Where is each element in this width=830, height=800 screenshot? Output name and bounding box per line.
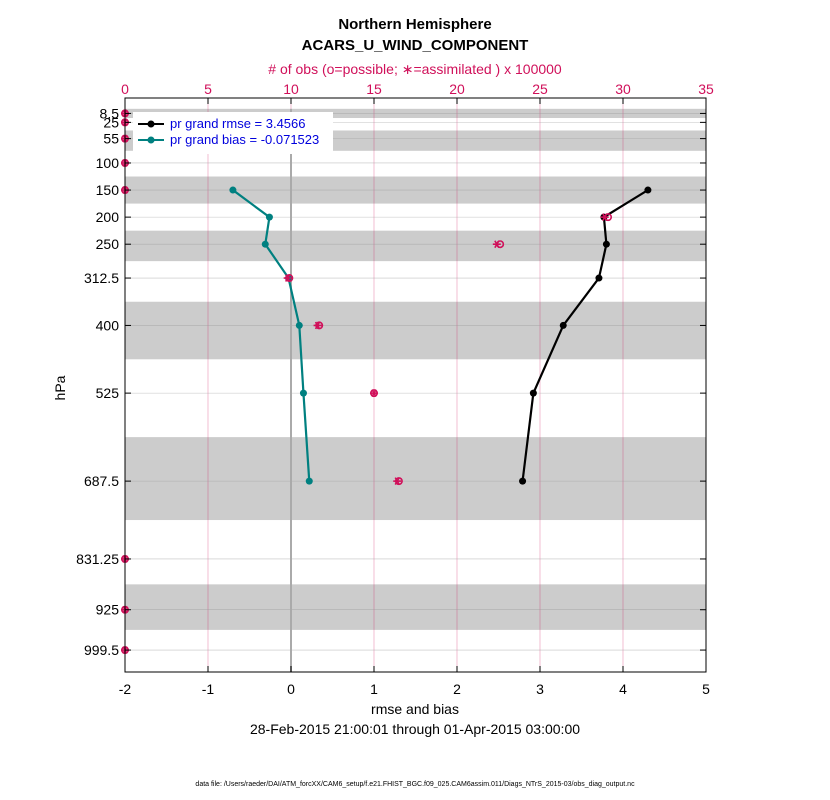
legend-bias-marker [147,136,155,144]
x-tick-label-2: 0 [287,681,295,697]
obs-assimilated-7 [283,274,292,282]
series-0-point-6 [519,477,527,485]
y-tick-label-9: 525 [96,385,120,401]
x-tick-label-6: 4 [619,681,627,697]
series-0-point-3 [595,274,603,282]
top-tick-label-4: 20 [449,81,465,97]
series-0-point-4 [559,321,567,329]
shaded-band-3 [125,230,706,262]
obs-assimilated-7-stroke-2 [284,274,291,282]
x-tick-label-1: -1 [202,681,215,697]
series-0-point-5 [529,389,537,397]
y-tick-label-2: 55 [103,131,119,147]
shaded-band-4 [125,301,706,360]
x-tick-label-4: 2 [453,681,461,697]
top-tick-label-2: 10 [283,81,299,97]
x-axis-label: rmse and bias [371,701,459,717]
series-1-point-5 [299,389,307,397]
chart-subtitle: ACARS_U_WIND_COMPONENT [302,37,529,54]
y-tick-label-4: 150 [96,182,120,198]
footer-data-file: data file: /Users/raeder/DAI/ATM_forcXX/… [195,781,635,788]
top-tick-label-7: 35 [698,81,714,97]
top-tick-label-1: 5 [204,81,212,97]
obs-assimilated-5-stroke-2 [602,213,608,221]
legend-rmse-label: pr grand rmse = 3.4566 [170,116,306,131]
shaded-band-5 [125,437,706,521]
chart-title: Northern Hemisphere [338,16,491,33]
legend-box [133,112,333,154]
y-tick-label-10: 687.5 [84,473,119,489]
x-tick-label-7: 5 [702,681,710,697]
y-axis-label: hPa [52,375,68,400]
top-tick-label-0: 0 [121,81,129,97]
x-tick-label-0: -2 [119,681,132,697]
obs-assimilated-6-stroke-2 [494,240,500,249]
top-tick-label-6: 30 [615,81,631,97]
date-range: 28-Feb-2015 21:00:01 through 01-Apr-2015… [250,721,580,737]
series-0-point-0 [644,186,652,194]
series-1-point-2 [261,240,269,248]
series-1-point-4 [295,321,303,329]
plot-frame [124,97,707,673]
obs-assimilated-8 [313,321,322,330]
obs-assimilated-9 [370,389,378,397]
axis-ticks: -2 -1 0 1 2 3 4 50 5 10 15 20 25 30 358.52555100150200… [76,81,714,697]
legend-rmse-marker [147,120,155,128]
series-1-point-0 [229,186,237,194]
top-tick-label-3: 15 [366,81,382,97]
y-tick-label-0: 8.5 [100,105,120,121]
y-tick-label-8: 400 [96,317,120,333]
series-1-point-6 [305,477,313,485]
shaded-band-6 [125,584,706,630]
obs-assimilated-9-stroke-2 [371,389,377,397]
top-tick-label-5: 25 [532,81,548,97]
shaded-bands [125,108,706,630]
legend: pr grand rmse = 3.4566 pr grand bias = -… [133,112,333,154]
top-axis-label: # of obs (o=possible; ∗=assimilated ) x … [268,61,562,77]
y-tick-label-1: 25 [103,114,119,130]
y-tick-label-7: 312.5 [84,270,119,286]
obs-assimilated-10-stroke-2 [394,477,400,485]
series-1-point-1 [265,213,273,221]
y-tick-label-3: 100 [96,155,120,171]
obs-assimilated-10 [393,477,402,485]
x-tick-label-3: 1 [370,681,378,697]
obs-assimilated-6 [492,240,501,249]
y-tick-label-11: 831.25 [76,551,119,567]
y-tick-label-5: 200 [96,209,120,225]
legend-bias-label: pr grand bias = -0.071523 [170,132,319,147]
obs-assimilated-8-stroke-2 [314,321,321,330]
y-tick-label-13: 999.5 [84,642,119,658]
x-tick-label-5: 3 [536,681,544,697]
y-tick-label-6: 250 [96,236,120,252]
series-0-point-2 [602,240,610,248]
obs-assimilated-5 [600,213,609,221]
y-tick-label-12: 925 [96,602,120,618]
